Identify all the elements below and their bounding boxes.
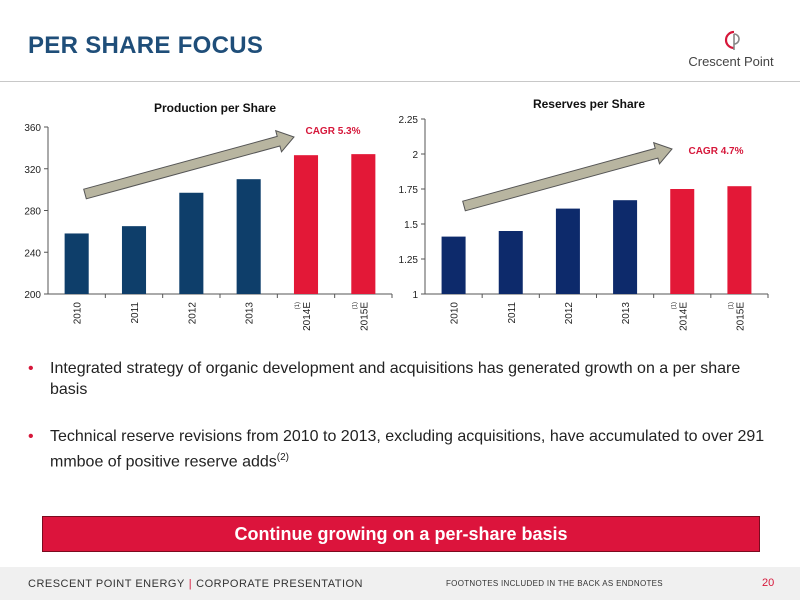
production-x-tick-label: 2012 (187, 302, 198, 325)
production-y-tick-label: 280 (24, 207, 41, 218)
reserves-x-tick-label: 2014E (678, 302, 689, 331)
production-x-tick-label: 2010 (73, 302, 84, 325)
production-y-tick-label: 360 (24, 123, 41, 134)
reserves-bar (670, 189, 695, 294)
reserves-y-tick-label: 2 (412, 150, 418, 161)
reserves-y-tick-label: 1 (412, 290, 418, 301)
reserves-x-tick-label: 2010 (450, 302, 461, 325)
production-x-tick-label: 2015E (359, 302, 370, 331)
footnote-marker: (2) (276, 452, 290, 463)
footer-note: FOOTNOTES INCLUDED IN THE BACK AS ENDNOT… (446, 579, 663, 588)
footer-separator: | (188, 578, 193, 590)
production-bar (351, 154, 376, 294)
reserves-y-tick-label: 2.25 (399, 115, 419, 126)
reserves-x-tick-footnote: (1) (728, 302, 734, 309)
header-divider (0, 81, 800, 82)
reserves-x-tick-label: 2012 (564, 302, 575, 325)
bullet-list: • Integrated strategy of organic develop… (28, 358, 778, 498)
reserves-bar (555, 208, 580, 294)
reserves-x-tick-label: 2015E (735, 302, 746, 331)
reserves-chart-title: Reserves per Share (533, 97, 645, 111)
footer-company-name: CRESCENT POINT ENERGY (28, 578, 185, 590)
bullet-marker: • (28, 360, 34, 377)
page-title: PER SHARE FOCUS (28, 32, 264, 59)
production-x-tick-label: 2014E (302, 302, 313, 331)
reserves-x-tick-label: 2013 (621, 302, 632, 325)
reserves-y-tick-label: 1.75 (399, 185, 419, 196)
footer-presentation: CORPORATE PRESENTATION (196, 578, 364, 590)
reserves-y-tick-label: 1.25 (399, 255, 419, 266)
reserves-bar (727, 186, 752, 294)
reserves-x-tick-footnote: (1) (671, 302, 677, 309)
production-trend-arrow (83, 129, 295, 200)
callout-banner: Continue growing on a per-share basis (42, 516, 760, 552)
bullet-item: • Technical reserve revisions from 2010 … (28, 426, 778, 472)
production-bar (179, 192, 204, 294)
reserves-x-tick-label: 2011 (507, 302, 518, 324)
reserves-bar (613, 200, 638, 294)
reserves-trend-arrow (462, 141, 673, 212)
production-bar (293, 155, 319, 294)
reserves-bar (441, 236, 466, 294)
bullet-text: Integrated strategy of organic developme… (50, 360, 741, 398)
production-x-tick-footnote: (1) (352, 302, 358, 309)
page-number: 20 (762, 577, 775, 589)
reserves-cagr-label: CAGR 4.7% (688, 146, 743, 157)
production-y-tick-label: 200 (24, 290, 41, 301)
cp-logo-icon (724, 30, 740, 50)
footer-company: CRESCENT POINT ENERGY | CORPORATE PRESENTA… (28, 578, 363, 590)
footer-bar (0, 567, 800, 600)
reserves-bar (498, 231, 523, 294)
production-chart-title: Production per Share (154, 101, 276, 115)
production-bar (236, 179, 261, 294)
production-bar (121, 226, 147, 294)
bullet-item: • Integrated strategy of organic develop… (28, 358, 778, 400)
production-x-tick-label: 2013 (245, 302, 256, 325)
reserves-y-tick-label: 1.5 (404, 220, 418, 231)
charts-area: Production per Share 200 240 280 320 360 2010 2… (24, 97, 769, 331)
production-x-tick-footnote: (1) (295, 302, 301, 309)
production-bar (64, 233, 89, 294)
production-x-tick-label: 2011 (130, 302, 141, 324)
production-y-tick-label: 240 (24, 248, 41, 259)
logo-text: Crescent Point (688, 54, 774, 69)
bullet-marker: • (28, 428, 34, 445)
production-y-tick-label: 320 (24, 165, 41, 176)
production-cagr-label: CAGR 5.3% (305, 126, 360, 137)
bullet-text: Technical reserve revisions from 2010 to… (50, 428, 765, 471)
